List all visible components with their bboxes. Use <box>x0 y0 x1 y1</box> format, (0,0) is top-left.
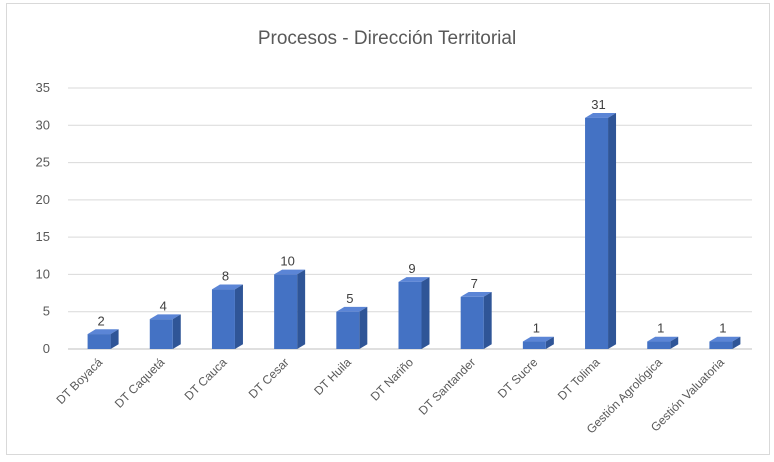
bar-side-face <box>483 292 492 349</box>
x-tick-label: DT Cauca <box>182 355 230 403</box>
y-tick-label: 25 <box>36 155 50 170</box>
bar <box>522 336 554 349</box>
bar-front-face <box>398 281 422 349</box>
x-tick-label: DT Tolima <box>555 355 603 403</box>
bar-front-face <box>522 341 546 349</box>
bar-front-face <box>149 319 173 349</box>
bar-side-face <box>110 329 119 349</box>
bar <box>274 269 306 349</box>
bar-top-face <box>460 292 492 297</box>
bar-front-face <box>274 274 298 349</box>
bar <box>211 284 243 349</box>
data-label: 4 <box>160 298 167 313</box>
data-label: 10 <box>280 254 294 269</box>
data-label: 1 <box>719 321 726 336</box>
bar-front-face <box>211 289 235 349</box>
bar-side-face <box>545 336 554 349</box>
bar-top-face <box>522 336 554 342</box>
bars <box>87 113 741 350</box>
y-tick-label: 15 <box>36 229 50 244</box>
data-label: 7 <box>471 276 478 291</box>
bar <box>585 113 617 350</box>
x-tick-label: DT Santander <box>416 355 479 418</box>
x-tick-label: DT Nariño <box>368 355 417 404</box>
bar-side-face <box>670 336 679 349</box>
y-tick-label: 35 <box>36 80 50 95</box>
data-label: 31 <box>591 97 605 112</box>
bar-front-face <box>336 311 360 349</box>
bar-top-face <box>336 306 368 312</box>
bar-top-face <box>211 284 243 290</box>
x-tick-label: DT Huila <box>311 355 354 398</box>
data-labels: 2 4 8 10 5 9 7 1 31 1 1 <box>97 97 726 336</box>
bar-front-face <box>87 334 111 349</box>
bar-front-face <box>460 296 484 349</box>
y-tick-label: 10 <box>36 266 50 281</box>
data-label: 2 <box>97 313 104 328</box>
bar-side-face <box>297 269 306 349</box>
bar-side-face <box>234 284 243 349</box>
bar-front-face <box>647 341 671 349</box>
y-tick-label: 20 <box>36 192 50 207</box>
bar <box>460 292 492 349</box>
y-tick-label: 5 <box>43 304 50 319</box>
bar-top-face <box>709 336 741 342</box>
chart-title: Procesos - Dirección Territorial <box>257 28 517 49</box>
x-tick-label: DT Caquetá <box>112 355 168 411</box>
bar-top-face <box>149 314 181 320</box>
bar-side-face <box>359 306 368 349</box>
bar-top-face <box>398 277 430 282</box>
y-axis-ticks: 0 5 10 15 20 25 30 35 <box>36 80 50 356</box>
bar <box>149 314 181 349</box>
data-label: 1 <box>533 321 540 336</box>
y-tick-label: 30 <box>36 117 50 132</box>
bar-side-face <box>608 113 617 350</box>
bar-top-face <box>585 113 617 118</box>
x-tick-label: DT Cesar <box>246 355 292 401</box>
x-tick-label: DT Boyacá <box>53 355 105 407</box>
data-label: 8 <box>222 269 229 284</box>
bar <box>87 329 119 349</box>
bar <box>398 277 430 349</box>
bar <box>336 306 368 349</box>
x-tick-label: DT Sucre <box>495 355 541 401</box>
bar-side-face <box>732 336 741 349</box>
bar <box>647 336 679 349</box>
data-label: 1 <box>657 321 664 336</box>
bar-front-face <box>585 117 609 349</box>
gridlines <box>68 87 752 350</box>
chart-area <box>6 3 770 455</box>
bar-top-face <box>87 329 119 335</box>
data-label: 9 <box>408 261 415 276</box>
x-axis-ticks: DT Boyacá DT Caquetá DT Cauca DT Cesar DT Hu… <box>53 355 727 436</box>
bar-side-face <box>172 314 181 349</box>
data-label: 5 <box>346 291 353 306</box>
bar-top-face <box>274 269 306 275</box>
bar-top-face <box>647 336 679 342</box>
bar-side-face <box>421 277 430 349</box>
bar <box>709 336 741 349</box>
bar-front-face <box>709 341 733 349</box>
y-tick-label: 0 <box>43 341 50 356</box>
